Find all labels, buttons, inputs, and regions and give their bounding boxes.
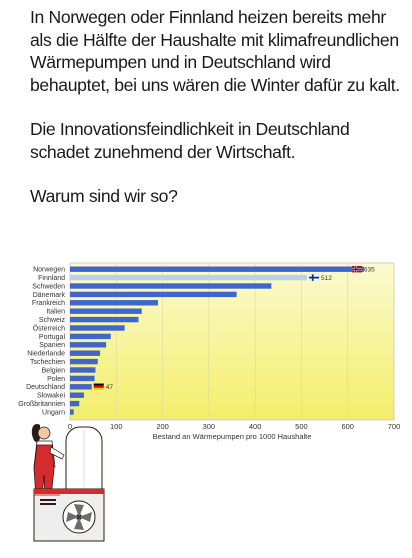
category-label: Tschechien <box>30 359 65 366</box>
bar <box>70 308 142 314</box>
value-label: 47 <box>106 384 114 391</box>
category-label: Schweden <box>32 283 65 290</box>
heat-pump-chart: Norwegen Finnland Schweden Dänemark Frankrei… <box>0 255 412 558</box>
bar <box>70 333 111 340</box>
bar <box>70 409 74 415</box>
category-label: Dänemark <box>33 292 66 299</box>
bar <box>70 300 158 306</box>
category-label: Ungarn <box>42 409 65 416</box>
category-label: Österreich <box>33 324 65 332</box>
norway-flag-icon <box>351 265 362 273</box>
bar <box>70 342 107 348</box>
x-tick-label: 0 <box>68 422 72 431</box>
value-label: 635 <box>364 267 375 274</box>
bar <box>70 266 364 272</box>
plot-background <box>69 262 395 421</box>
x-tick-label: 500 <box>295 422 308 431</box>
bar <box>70 291 237 298</box>
bar <box>70 325 125 331</box>
post-paragraph-3: Warum sind wir so? <box>30 186 178 206</box>
bar <box>70 316 139 323</box>
x-tick-label: 200 <box>156 422 169 431</box>
x-tick-label: 700 <box>388 422 401 431</box>
category-label: Spanien <box>39 342 65 349</box>
category-label: Deutschland <box>26 384 65 391</box>
category-label: Belgien <box>42 367 65 374</box>
category-label: Portugal <box>39 334 66 341</box>
category-label: Finnland <box>38 275 65 282</box>
bar <box>70 274 307 281</box>
x-tick-label: 600 <box>341 422 354 431</box>
category-label: Norwegen <box>33 267 65 274</box>
category-label: Slowakei <box>37 393 65 400</box>
bar <box>70 367 96 373</box>
category-label: Italien <box>46 309 65 316</box>
finland-flag-icon <box>308 274 320 282</box>
x-tick-label: 100 <box>110 422 123 431</box>
bar <box>70 375 95 382</box>
x-tick-label: 400 <box>249 422 262 431</box>
category-label: Frankreich <box>32 300 65 307</box>
category-label: Schweiz <box>39 317 66 324</box>
value-label: 512 <box>321 275 332 282</box>
x-tick-label: 300 <box>203 422 216 431</box>
bar <box>70 384 92 390</box>
bar <box>70 283 272 289</box>
bar <box>70 358 98 365</box>
post-text: In Norwegen oder Finnland heizen bereits… <box>30 6 402 208</box>
category-label: Niederlande <box>27 351 65 358</box>
bar <box>70 400 80 407</box>
bar <box>70 392 84 398</box>
category-label: Großbritannien <box>18 401 65 408</box>
post-paragraph-2: Die Innovationsfeindlichkeit in Deutschl… <box>30 119 350 162</box>
x-axis-title: Bestand an Wärmepumpen pro 1000 Haushalt… <box>153 432 312 441</box>
germany-flag-icon <box>93 383 104 391</box>
post-paragraph-1: In Norwegen oder Finnland heizen bereits… <box>30 7 400 95</box>
technician-illustration <box>31 424 65 500</box>
bar <box>70 350 101 356</box>
category-label: Polen <box>47 376 65 383</box>
heat-pump-unit-illustration <box>33 488 105 542</box>
